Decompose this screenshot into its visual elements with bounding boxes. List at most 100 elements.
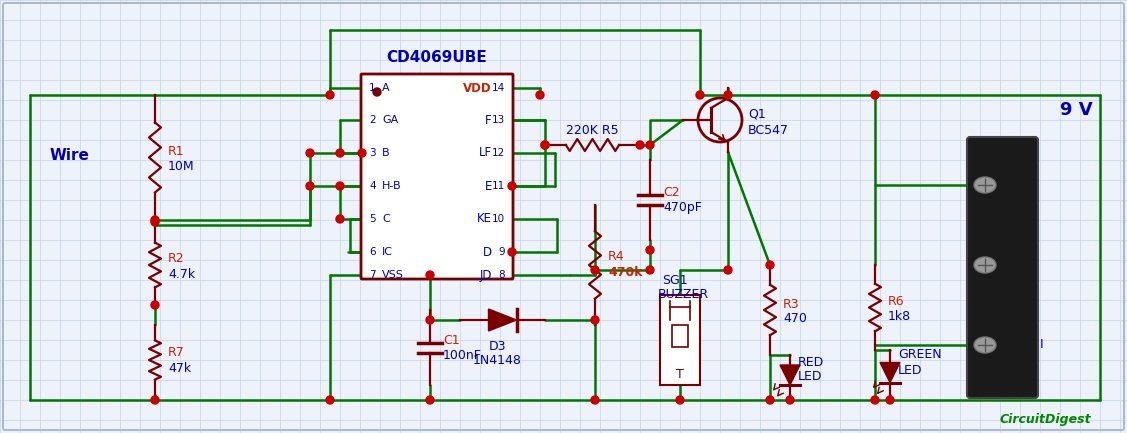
Text: GREEN: GREEN xyxy=(898,349,942,362)
Circle shape xyxy=(151,216,159,224)
Circle shape xyxy=(591,266,598,274)
Ellipse shape xyxy=(974,257,996,273)
Text: R4: R4 xyxy=(607,251,624,264)
Text: 6: 6 xyxy=(369,247,375,257)
Text: LED: LED xyxy=(798,371,823,384)
Circle shape xyxy=(373,88,381,96)
Circle shape xyxy=(646,246,654,254)
Text: 1: 1 xyxy=(369,83,375,93)
Bar xyxy=(660,295,700,385)
Circle shape xyxy=(871,91,879,99)
Circle shape xyxy=(426,316,434,324)
Circle shape xyxy=(766,261,774,269)
Text: 220K R5: 220K R5 xyxy=(566,125,619,138)
Text: 7: 7 xyxy=(369,270,375,280)
Text: R6: R6 xyxy=(888,295,905,308)
Circle shape xyxy=(426,271,434,279)
Text: Wire: Wire xyxy=(50,148,90,162)
Text: 2: 2 xyxy=(369,115,375,125)
Text: 4: 4 xyxy=(369,181,375,191)
Circle shape xyxy=(326,396,334,404)
Text: Q1: Q1 xyxy=(748,107,765,120)
Text: D3: D3 xyxy=(489,340,506,353)
Circle shape xyxy=(151,218,159,226)
Text: RED: RED xyxy=(798,356,824,369)
Text: 3: 3 xyxy=(369,148,375,158)
Text: 470: 470 xyxy=(783,313,807,326)
Text: IC: IC xyxy=(382,247,393,257)
Text: 10M: 10M xyxy=(168,160,195,173)
Text: BUZZER: BUZZER xyxy=(658,288,709,301)
Text: 9: 9 xyxy=(498,247,505,257)
Circle shape xyxy=(326,91,334,99)
Circle shape xyxy=(724,91,733,99)
Bar xyxy=(672,325,687,347)
FancyBboxPatch shape xyxy=(361,74,513,279)
Circle shape xyxy=(646,266,654,274)
Polygon shape xyxy=(488,309,516,331)
Text: E: E xyxy=(485,180,492,193)
Text: 13: 13 xyxy=(491,115,505,125)
Text: D: D xyxy=(482,246,492,259)
Text: A: A xyxy=(382,83,390,93)
Ellipse shape xyxy=(974,337,996,353)
Text: H-B: H-B xyxy=(382,181,401,191)
Text: LF: LF xyxy=(479,146,492,159)
Text: 11: 11 xyxy=(491,181,505,191)
Circle shape xyxy=(307,149,314,157)
Circle shape xyxy=(724,266,733,274)
Circle shape xyxy=(541,141,549,149)
Text: F: F xyxy=(486,113,492,126)
Text: 5: 5 xyxy=(369,214,375,224)
Text: C2: C2 xyxy=(663,187,680,200)
Circle shape xyxy=(676,396,684,404)
Text: JD: JD xyxy=(479,268,492,281)
Text: 1k8: 1k8 xyxy=(888,310,911,323)
Circle shape xyxy=(151,301,159,309)
Text: VSS: VSS xyxy=(382,270,403,280)
Text: 4.7k: 4.7k xyxy=(168,268,195,281)
Text: 12: 12 xyxy=(491,148,505,158)
Polygon shape xyxy=(780,365,800,385)
Circle shape xyxy=(646,141,654,149)
Circle shape xyxy=(886,396,894,404)
Circle shape xyxy=(766,396,774,404)
Circle shape xyxy=(336,149,344,157)
Ellipse shape xyxy=(974,177,996,193)
Circle shape xyxy=(358,149,366,157)
Text: C: C xyxy=(382,214,390,224)
Text: LED: LED xyxy=(898,363,923,377)
Text: 8: 8 xyxy=(498,270,505,280)
Text: R2: R2 xyxy=(168,252,185,265)
Text: GA: GA xyxy=(382,115,398,125)
Circle shape xyxy=(508,248,516,256)
Circle shape xyxy=(508,182,516,190)
Text: SG1: SG1 xyxy=(662,275,687,288)
Circle shape xyxy=(541,141,549,149)
Circle shape xyxy=(871,396,879,404)
Text: 470k: 470k xyxy=(607,266,642,279)
Text: CD4069UBE: CD4069UBE xyxy=(387,50,487,65)
Text: KE: KE xyxy=(477,213,492,226)
Circle shape xyxy=(336,182,344,190)
Circle shape xyxy=(536,91,544,99)
Text: R3: R3 xyxy=(783,297,800,310)
Text: 47k: 47k xyxy=(168,362,192,375)
Text: VDD: VDD xyxy=(463,81,492,94)
Text: C1: C1 xyxy=(443,334,460,347)
Circle shape xyxy=(696,91,704,99)
Text: R1: R1 xyxy=(168,145,185,158)
Text: BC547: BC547 xyxy=(748,123,789,136)
Circle shape xyxy=(591,316,598,324)
Text: 470pF: 470pF xyxy=(663,201,702,214)
Text: B: B xyxy=(382,148,390,158)
Text: 9 V: 9 V xyxy=(1061,101,1092,119)
Circle shape xyxy=(786,396,795,404)
Polygon shape xyxy=(880,362,900,382)
Circle shape xyxy=(336,215,344,223)
Circle shape xyxy=(591,396,598,404)
Text: 10: 10 xyxy=(491,214,505,224)
Circle shape xyxy=(636,141,644,149)
Text: CircuitDigest: CircuitDigest xyxy=(1000,414,1092,427)
Text: R7: R7 xyxy=(168,346,185,359)
